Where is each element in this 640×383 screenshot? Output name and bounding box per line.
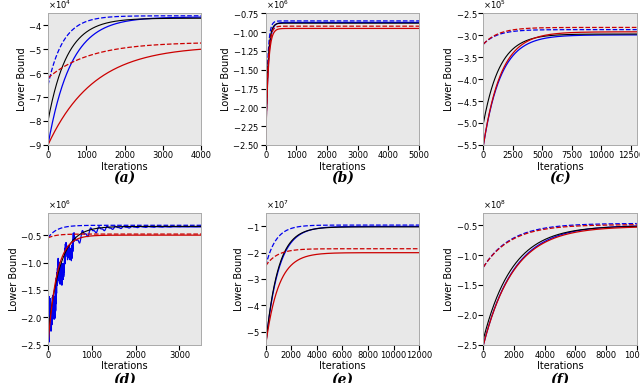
- Y-axis label: Lower Bound: Lower Bound: [444, 47, 454, 111]
- Y-axis label: Lower Bound: Lower Bound: [234, 247, 244, 311]
- Y-axis label: Lower Bound: Lower Bound: [221, 47, 231, 111]
- X-axis label: Iterations: Iterations: [537, 162, 584, 172]
- Text: (f): (f): [550, 373, 570, 383]
- X-axis label: Iterations: Iterations: [319, 162, 365, 172]
- Y-axis label: Lower Bound: Lower Bound: [9, 247, 19, 311]
- Text: (a): (a): [113, 171, 136, 185]
- Y-axis label: Lower Bound: Lower Bound: [444, 247, 454, 311]
- X-axis label: Iterations: Iterations: [319, 361, 365, 372]
- Y-axis label: Lower Bound: Lower Bound: [17, 47, 26, 111]
- X-axis label: Iterations: Iterations: [101, 361, 148, 372]
- Text: (e): (e): [332, 373, 353, 383]
- Text: (d): (d): [113, 373, 136, 383]
- Text: (c): (c): [549, 171, 571, 185]
- X-axis label: Iterations: Iterations: [537, 361, 584, 372]
- X-axis label: Iterations: Iterations: [101, 162, 148, 172]
- Text: (b): (b): [331, 171, 354, 185]
